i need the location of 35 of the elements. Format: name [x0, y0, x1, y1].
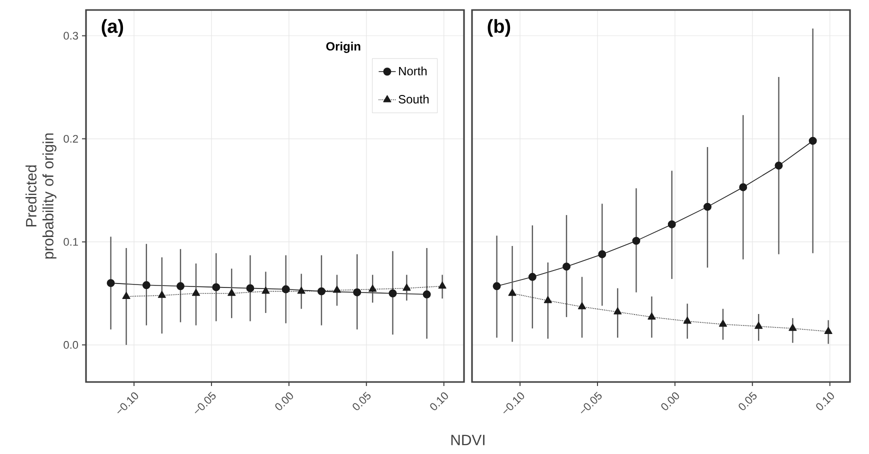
y-tick-label: 0.0 — [64, 341, 78, 349]
point — [718, 320, 727, 327]
legend-title: Origin — [326, 42, 360, 53]
point — [598, 250, 606, 258]
y-tick-label: 0.2 — [64, 134, 78, 143]
x-tick-label: 0.00 — [275, 392, 293, 410]
point — [808, 136, 817, 145]
point — [562, 262, 570, 271]
chart-title: (a) — [102, 19, 124, 37]
point — [578, 302, 586, 310]
point — [704, 202, 712, 211]
point — [824, 326, 832, 334]
y-axis-title: Predicted probability of origin — [26, 133, 56, 259]
point — [754, 322, 763, 329]
y-tick-label: 0.1 — [64, 238, 78, 246]
point — [614, 307, 622, 314]
x-tick-label: 0.00 — [661, 392, 680, 410]
point — [668, 220, 676, 228]
x-tick-label: 0.10 — [816, 392, 834, 410]
point — [774, 162, 783, 170]
point — [492, 282, 501, 290]
point — [632, 236, 640, 245]
y-tick-label: 0.3 — [64, 32, 78, 40]
point — [648, 312, 656, 320]
legend-label: South — [398, 94, 429, 104]
point — [544, 296, 552, 304]
point — [683, 316, 692, 324]
point — [508, 288, 516, 296]
x-tick-label: 0.10 — [430, 392, 448, 410]
point — [788, 324, 797, 331]
legend-label: North — [399, 66, 427, 76]
x-axis-title: NDVI — [451, 434, 484, 446]
chart-title: (b) — [488, 19, 510, 37]
point — [739, 183, 748, 192]
point — [528, 272, 536, 281]
